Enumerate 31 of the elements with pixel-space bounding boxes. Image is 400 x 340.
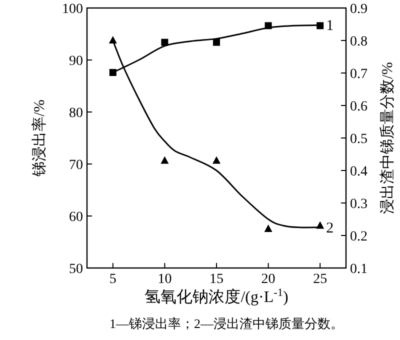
- y2-tick-label: 0.8: [350, 34, 368, 50]
- y2-tick-label: 0.1: [350, 262, 368, 277]
- x-tick-label: 5: [109, 272, 116, 287]
- y2-tick-label: 0.7: [350, 67, 368, 82]
- y2-tick-label: 0.2: [350, 230, 368, 244]
- y2-tick-label: 0.9: [350, 2, 368, 17]
- point: [316, 221, 324, 229]
- y-tick-label: 70: [69, 158, 83, 173]
- x-tick-label: 15: [210, 272, 224, 287]
- y2-axis-title: 浸出渣中锑质量分数/%: [379, 62, 396, 214]
- y-tick-label: 60: [69, 210, 83, 225]
- x-tick-label: 10: [158, 272, 172, 287]
- y2-tick-label: 0.6: [350, 100, 368, 114]
- series-label: 1: [326, 18, 334, 34]
- y-tick-label: 100: [62, 2, 83, 17]
- y2-tick-label: 0.3: [350, 197, 368, 212]
- y-tick-label: 90: [69, 54, 83, 69]
- point: [213, 38, 220, 46]
- y2-tick-label: 0.5: [350, 132, 368, 147]
- point: [160, 156, 169, 164]
- y-tick-label: 80: [69, 106, 83, 121]
- series-label: 2: [326, 220, 334, 236]
- y-axis-title: 锑浸出率/%: [31, 100, 48, 178]
- y2-tick-label: 0.4: [350, 164, 368, 180]
- y-tick-label: 50: [69, 262, 83, 277]
- x-tick-label: 20: [261, 272, 276, 287]
- x-axis-title: 氢氧化钠浓度/(g·L$^{-1}$): [144, 287, 288, 306]
- text: 1—锑浸出率；2—浸出渣中锑质量分数。: [110, 316, 344, 331]
- x-tick-label: 25: [313, 272, 328, 287]
- point: [212, 156, 220, 164]
- point: [264, 224, 272, 232]
